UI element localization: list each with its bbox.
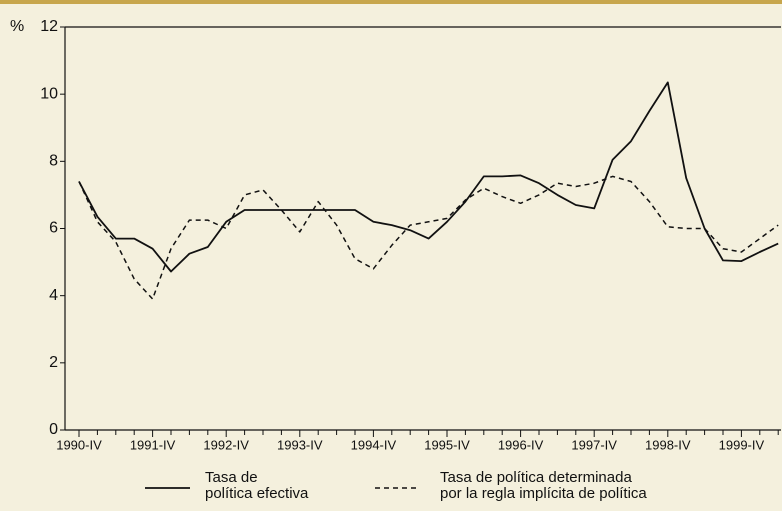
- x-tick-label: 1995-IV: [424, 437, 470, 452]
- x-tick-label: 1993-IV: [277, 437, 323, 452]
- y-tick-label: 6: [49, 220, 58, 237]
- y-unit-label: %: [10, 18, 24, 35]
- x-tick-label: 1991-IV: [130, 437, 176, 452]
- y-tick-label: 8: [49, 153, 58, 170]
- y-tick-label: 2: [49, 354, 58, 371]
- top-band: [0, 0, 782, 4]
- x-tick-label: 1999-IV: [719, 437, 765, 452]
- x-tick-label: 1992-IV: [203, 437, 249, 452]
- y-tick-label: 4: [49, 287, 58, 304]
- legend-label: Tasa de política efectiva: [205, 469, 309, 502]
- series-line: [78, 81, 779, 273]
- x-tick-label: 1990-IV: [56, 437, 102, 452]
- legend-label: Tasa de política determinada por la regl…: [440, 469, 647, 502]
- y-tick-label: 10: [40, 85, 58, 102]
- x-tick-label: 1998-IV: [645, 437, 691, 452]
- y-tick-label: 0: [49, 421, 58, 438]
- x-tick-label: 1996-IV: [498, 437, 544, 452]
- series-line: [78, 175, 779, 300]
- y-tick-label: 12: [40, 18, 58, 35]
- x-tick-label: 1994-IV: [351, 437, 397, 452]
- x-tick-label: 1997-IV: [571, 437, 617, 452]
